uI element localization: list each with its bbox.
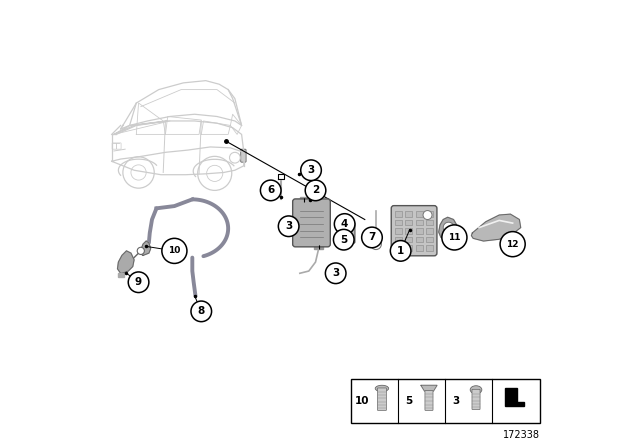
Bar [405,237,412,242]
Ellipse shape [375,385,388,392]
Polygon shape [472,214,521,241]
Text: 3: 3 [285,221,292,231]
Bar [395,220,402,225]
FancyBboxPatch shape [241,149,246,162]
Polygon shape [141,241,150,255]
Polygon shape [278,174,284,179]
Bar [416,228,423,234]
Circle shape [305,180,326,201]
Bar [395,211,402,217]
Bar [395,245,402,251]
Circle shape [278,216,299,237]
Circle shape [390,241,411,261]
Bar [426,228,433,234]
Text: 172338: 172338 [502,430,540,440]
Text: 4: 4 [341,219,348,229]
Text: 11: 11 [448,233,461,242]
FancyBboxPatch shape [292,199,330,247]
Circle shape [137,247,145,254]
Circle shape [442,225,467,250]
Bar [405,245,412,251]
Text: 9: 9 [135,277,142,287]
FancyBboxPatch shape [472,389,480,409]
Bar [426,220,433,225]
Bar [395,228,402,234]
Circle shape [362,227,382,248]
Polygon shape [439,217,458,238]
Polygon shape [314,244,323,249]
Circle shape [162,238,187,263]
Circle shape [371,239,381,250]
Bar [405,220,412,225]
Circle shape [334,214,355,234]
Circle shape [423,211,432,220]
Circle shape [301,160,321,181]
Bar [426,237,433,242]
Polygon shape [505,388,524,406]
Text: 1: 1 [397,246,404,256]
FancyBboxPatch shape [339,223,355,243]
Circle shape [374,242,378,246]
Text: 3: 3 [307,165,315,175]
Circle shape [191,301,212,322]
Bar [351,379,540,423]
Text: 2: 2 [312,185,319,195]
FancyBboxPatch shape [425,391,433,410]
Text: 12: 12 [506,240,519,249]
Text: 7: 7 [368,233,376,242]
FancyBboxPatch shape [391,206,437,256]
Circle shape [128,272,149,293]
Bar [426,211,433,217]
Circle shape [333,229,354,250]
Text: 3: 3 [332,268,339,278]
Bar [416,211,423,217]
Circle shape [500,232,525,257]
Bar [405,211,412,217]
Bar [426,245,433,251]
Polygon shape [118,251,134,273]
Circle shape [444,222,454,233]
Text: 10: 10 [168,246,180,255]
Polygon shape [118,273,124,277]
Bar [405,228,412,234]
Polygon shape [300,197,309,202]
Text: 5: 5 [405,396,412,406]
Bar [416,237,423,242]
Text: 8: 8 [198,306,205,316]
Bar [416,220,423,225]
Circle shape [325,263,346,284]
Polygon shape [421,385,437,391]
Ellipse shape [470,386,482,394]
Bar [416,245,423,251]
FancyBboxPatch shape [378,388,387,410]
Bar [395,237,402,242]
Text: 3: 3 [452,396,460,406]
Text: 10: 10 [355,396,369,406]
Text: 5: 5 [340,235,348,245]
Circle shape [260,180,281,201]
Text: 6: 6 [267,185,275,195]
